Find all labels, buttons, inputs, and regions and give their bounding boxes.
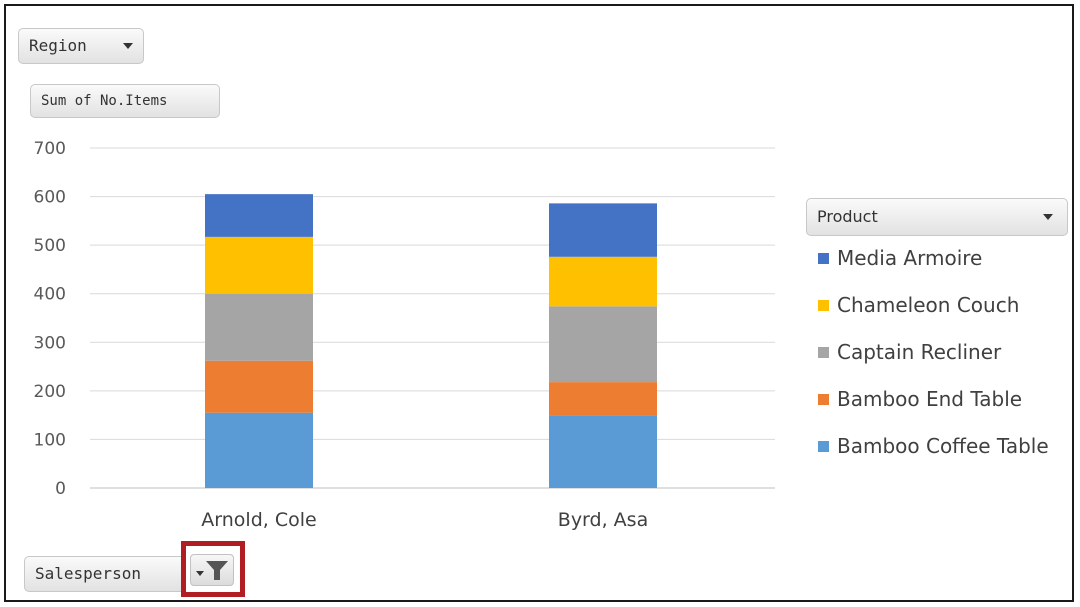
product-legend-field-button[interactable]: Product xyxy=(806,198,1068,236)
legend-swatch xyxy=(818,346,829,358)
legend-swatch xyxy=(818,440,829,452)
bar-segment xyxy=(549,382,657,416)
legend-swatch xyxy=(818,252,829,264)
value-field-button[interactable]: Sum of No.Items xyxy=(30,84,220,118)
region-filter-button[interactable]: Region xyxy=(18,28,144,64)
y-tick-label: 0 xyxy=(55,479,66,499)
legend-item: Bamboo End Table xyxy=(818,387,1022,411)
legend-item: Media Armoire xyxy=(818,246,982,270)
y-tick-label: 400 xyxy=(34,285,66,305)
legend-label: Media Armoire xyxy=(837,246,983,270)
bar-segment xyxy=(205,194,313,237)
salesperson-field-label: Salesperson xyxy=(35,564,141,583)
y-tick-label: 600 xyxy=(34,188,66,208)
bar-segment xyxy=(549,415,657,488)
legend-label: Bamboo Coffee Table xyxy=(837,434,1049,458)
legend-swatch xyxy=(818,393,829,405)
y-tick-label: 700 xyxy=(34,139,66,159)
legend-item: Chameleon Couch xyxy=(818,293,1019,317)
funnel-dropdown-icon[interactable] xyxy=(190,554,234,586)
chevron-down-icon xyxy=(123,43,133,49)
legend-item: Captain Recliner xyxy=(818,340,1001,364)
legend-label: Captain Recliner xyxy=(837,340,1002,364)
bar-segment xyxy=(549,203,657,257)
bar-segment xyxy=(549,256,657,307)
legend-label: Bamboo End Table xyxy=(837,387,1023,411)
bar-segment xyxy=(205,236,313,294)
y-tick-label: 100 xyxy=(34,430,66,450)
bar-segment xyxy=(205,293,313,361)
legend-item: Bamboo Coffee Table xyxy=(818,434,1049,458)
bar-segment xyxy=(205,360,313,413)
y-tick-label: 500 xyxy=(34,236,66,256)
y-tick-label: 300 xyxy=(34,333,66,353)
chevron-down-icon xyxy=(1043,214,1053,220)
product-field-label: Product xyxy=(817,207,878,226)
region-filter-label: Region xyxy=(29,36,87,55)
x-tick-label: Byrd, Asa xyxy=(558,509,648,531)
y-tick-label: 200 xyxy=(34,382,66,402)
legend-label: Chameleon Couch xyxy=(837,293,1020,317)
bar-segment xyxy=(205,412,313,488)
legend-swatch xyxy=(818,299,829,311)
highlighted-filter-button-box[interactable] xyxy=(181,541,245,597)
x-tick-label: Arnold, Cole xyxy=(201,509,316,531)
value-field-label: Sum of No.Items xyxy=(41,93,168,109)
bar-segment xyxy=(549,306,657,383)
